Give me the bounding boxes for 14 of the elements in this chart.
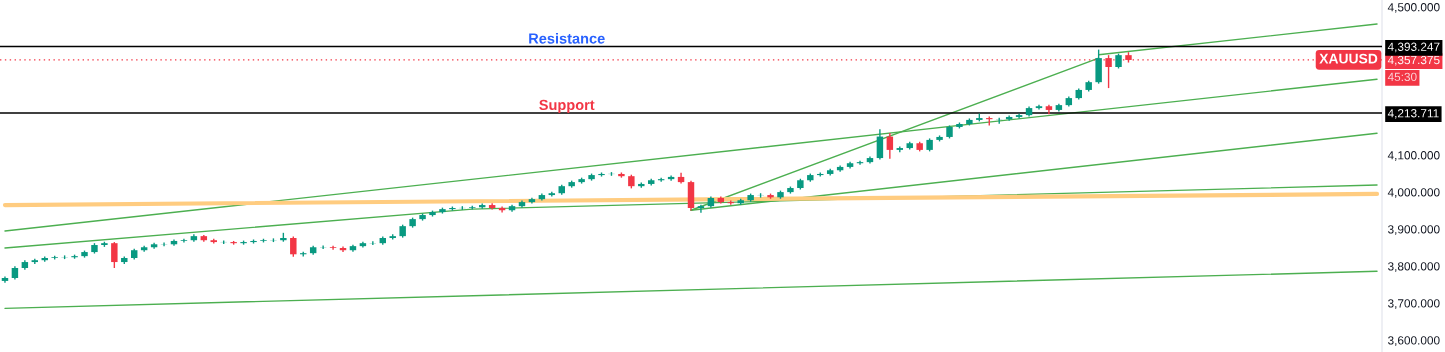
y-tick-label: 3,600.000 [1388,336,1440,346]
y-tick-label: 4,100.000 [1387,151,1440,161]
y-tick-label: 4,393.247 [1387,42,1440,53]
y-tick-label: 4,357.375 [1387,55,1440,66]
text: 45:30 [1387,72,1417,82]
y-tick-label: 3,700.000 [1388,299,1440,309]
y-tick-label: 4,213.711 [1387,109,1439,119]
ref-line-label: Resistance [529,32,605,44]
y-tick-label: 4,500.000 [1387,3,1440,13]
y-tick-label: 3,900.000 [1388,225,1440,235]
ref-line-label: Support [539,99,595,113]
y-tick-label: 4,000.000 [1387,188,1440,198]
ref-line-label: XAUUSD [1319,53,1378,64]
y-tick-label: 3,800.000 [1388,262,1440,272]
